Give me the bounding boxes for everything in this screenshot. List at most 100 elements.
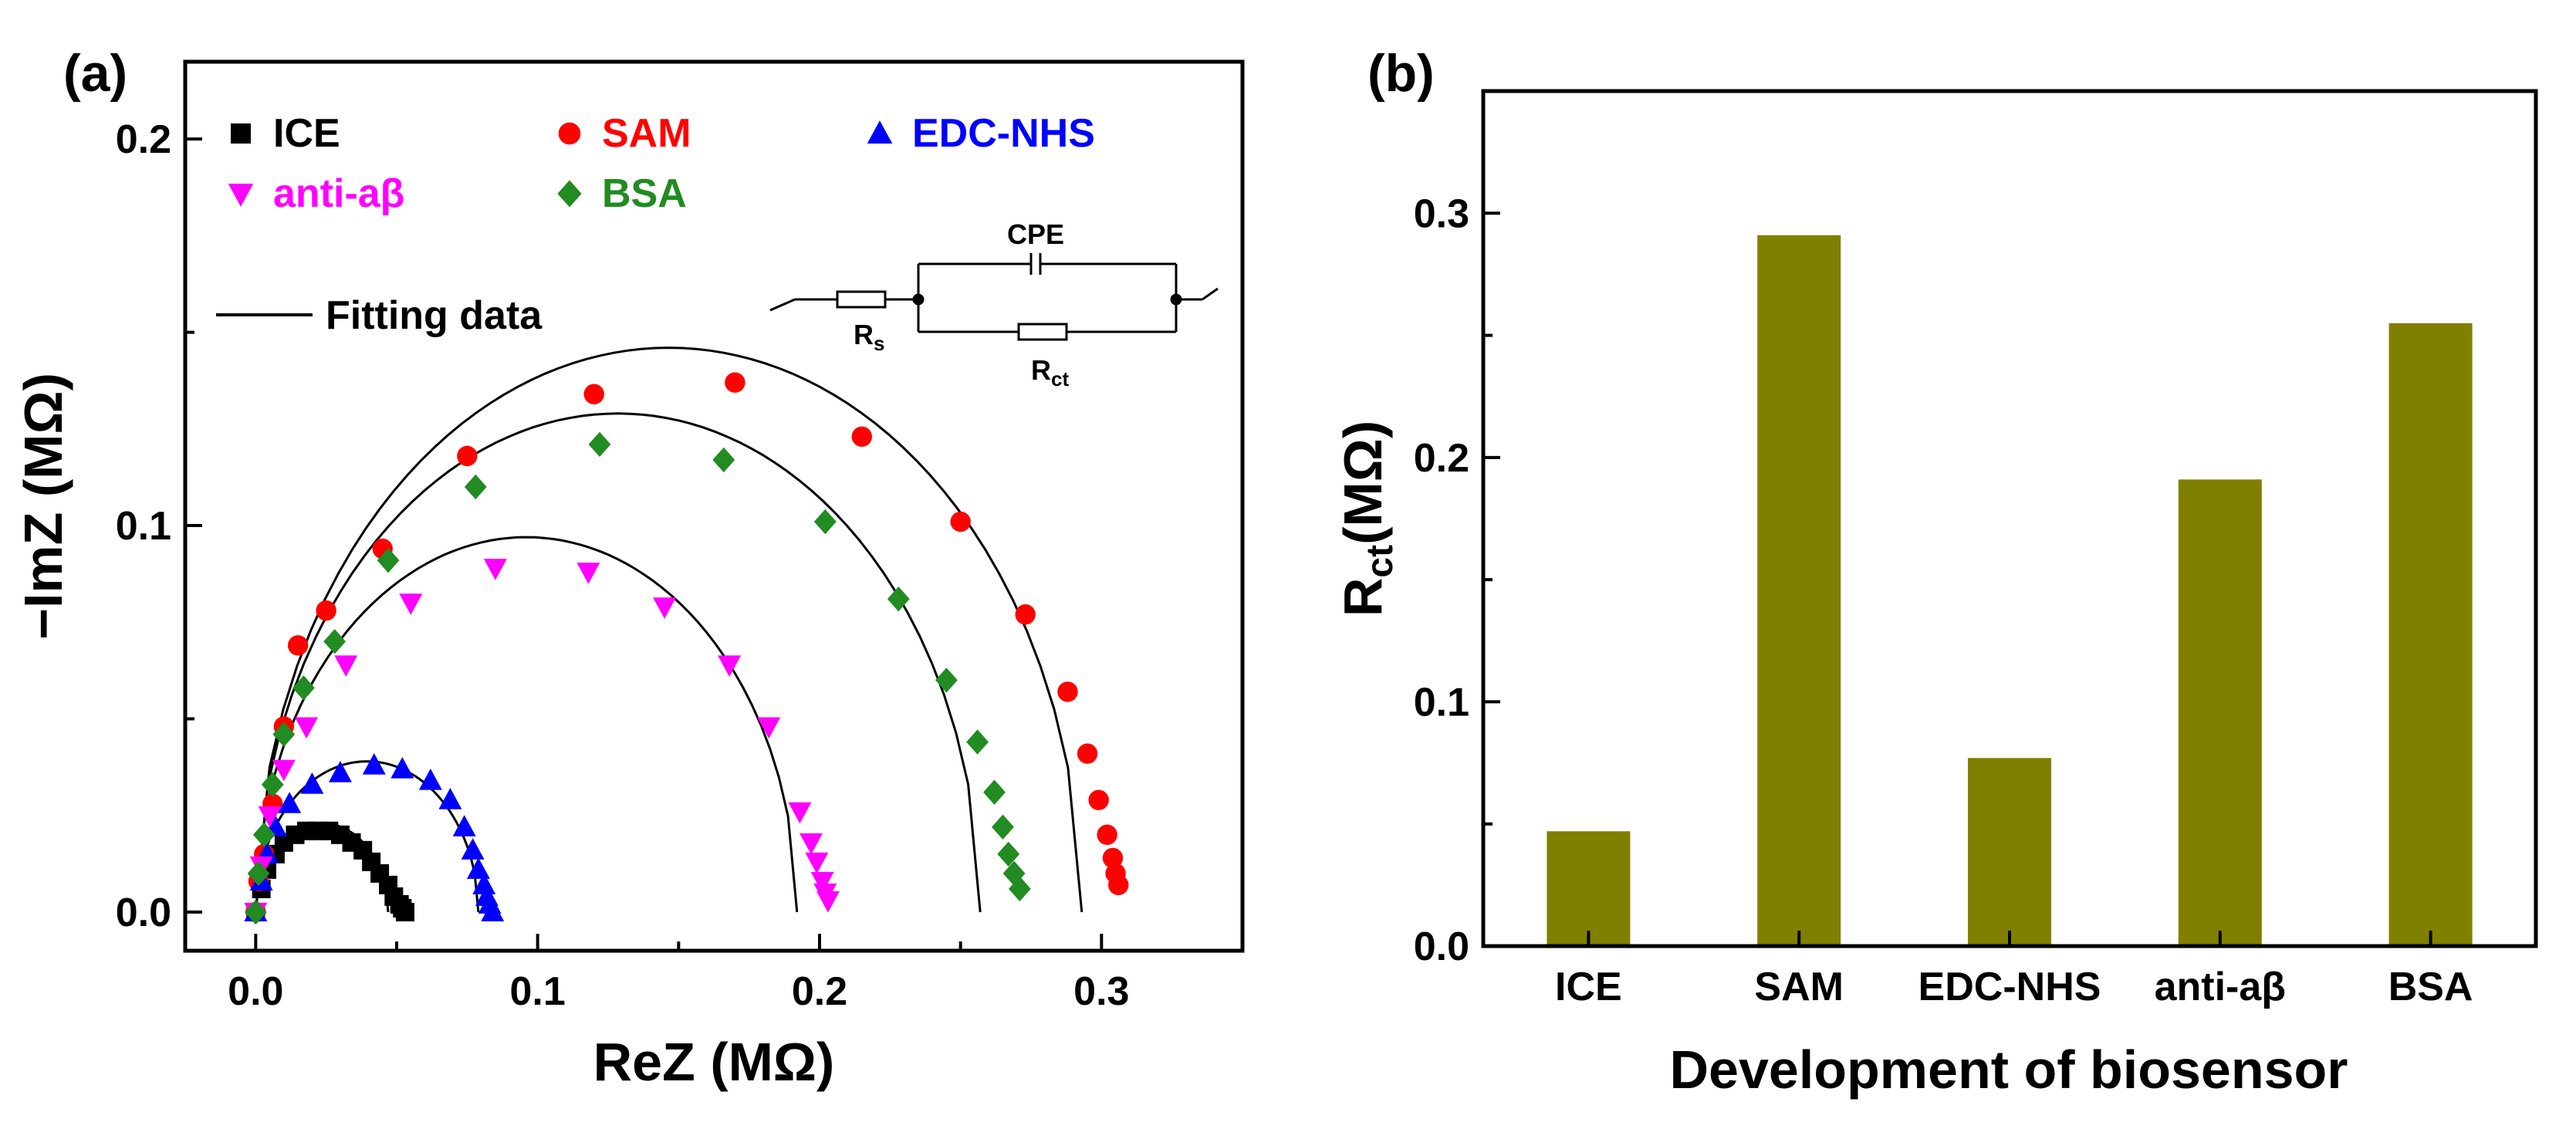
data-point-anti-a [805, 852, 829, 874]
data-point-anti-a [810, 871, 834, 894]
data-point-edc-nhs [452, 815, 476, 837]
bar-edc-nhs [1968, 758, 2051, 946]
bar-sam [1757, 235, 1841, 947]
data-point-bsa [935, 668, 958, 693]
x-tick-label: 0.3 [1073, 969, 1129, 1014]
data-point-sam [1097, 824, 1117, 845]
data-point-bsa [323, 629, 347, 654]
data-point-bsa [272, 722, 296, 747]
data-point-bsa [292, 675, 315, 701]
data-point-anti-a [272, 759, 296, 782]
legend-fit-label: Fitting data [326, 293, 543, 338]
data-point-sam [1102, 847, 1124, 868]
panel-a-label: (a) [63, 44, 127, 103]
bar-ice [1547, 831, 1631, 946]
circuit-lead-left [769, 298, 796, 312]
cpe-label: CPE [1007, 218, 1064, 250]
data-point-sam [583, 384, 604, 404]
panel-b-label: (b) [1367, 44, 1435, 103]
bar-anti-a [2178, 479, 2262, 946]
category-label-bsa: BSA [2388, 965, 2473, 1009]
x-tick-label: 0.2 [792, 969, 847, 1014]
series-bsa [244, 431, 1031, 925]
bar-bsa [2388, 323, 2473, 946]
y-tick-label: 0.1 [116, 504, 171, 549]
legend-label-bsa: BSA [602, 171, 687, 216]
data-point-sam [1077, 743, 1098, 764]
rs-label: Rs [854, 319, 884, 355]
legend-marker-anti-a [228, 184, 254, 207]
nyquist-x-axis-label: ReZ (MΩ) [593, 1032, 835, 1092]
fit-curve-anti-a-fit [254, 536, 799, 913]
category-label-ice: ICE [1555, 965, 1622, 1009]
data-point-bsa [992, 814, 1014, 840]
data-point-bsa [887, 586, 910, 612]
y-tick-label: 0.3 [1414, 191, 1469, 236]
x-tick-label: 0.1 [510, 969, 566, 1014]
data-point-sam [1088, 789, 1109, 810]
circuit-lead-right [1202, 287, 1219, 301]
data-point-bsa [813, 509, 837, 535]
legend-label-anti-a: anti-aβ [273, 171, 404, 216]
data-point-sam [287, 635, 309, 656]
data-point-edc-nhs [300, 772, 324, 794]
bar-x-axis-label: Development of biosensor [1669, 1039, 2348, 1100]
nyquist-plot: 0.0 0.1 0.2 0.3 0.0 0.1 0.2 [116, 59, 1245, 1014]
data-point-anti-a [788, 802, 812, 824]
data-point-sam [725, 372, 745, 393]
rct-bar-chart: ICE SAM EDC-NHS anti-aβ BSA 0.0 0.1 0.2 0.3 [1414, 89, 2538, 1009]
data-point-edc-nhs [481, 900, 505, 921]
data-point-anti-a [483, 559, 507, 580]
data-point-bsa [247, 860, 270, 887]
data-point-edc-nhs [278, 792, 302, 813]
data-point-edc-nhs [472, 873, 496, 894]
legend-label-sam: SAM [602, 111, 691, 156]
data-point-anti-a [576, 563, 600, 584]
data-point-sam [1057, 681, 1078, 702]
data-point-anti-a [399, 593, 423, 615]
data-point-sam [1108, 874, 1129, 896]
data-point-edc-nhs [390, 756, 414, 779]
legend-marker-edc-nhs [867, 120, 893, 144]
category-label-sam: SAM [1754, 965, 1844, 1009]
data-point-anti-a [816, 891, 840, 913]
nyquist-plot-frame [183, 59, 1245, 953]
nyquist-legend: ICE SAM EDC-NHS anti-aβ BSA Fitting data [216, 111, 1095, 338]
y-tick-label: 0.2 [1414, 436, 1469, 481]
fit-curve-bsa-fit [254, 412, 982, 913]
legend-label-edc-nhs: EDC-NHS [912, 111, 1095, 156]
y-tick-label: 0.0 [116, 891, 171, 935]
data-point-anti-a [653, 597, 677, 619]
y-tick-label: 0.0 [1414, 924, 1469, 969]
data-point-anti-a [334, 655, 358, 677]
rct-resistor-icon [1017, 323, 1068, 341]
data-point-bsa [1008, 876, 1031, 902]
data-point-bsa [997, 841, 1020, 867]
data-point-anti-a [718, 655, 742, 677]
legend-marker-bsa [557, 180, 582, 208]
data-point-bsa [252, 822, 276, 847]
data-point-edc-nhs [418, 769, 442, 790]
data-point-edc-nhs [461, 838, 485, 860]
data-point-anti-a [258, 806, 282, 828]
data-point-bsa [1002, 860, 1026, 887]
legend-label-ice: ICE [273, 111, 340, 156]
data-point-bsa [377, 547, 400, 573]
data-point-edc-nhs [466, 857, 490, 879]
data-point-bsa [983, 779, 1006, 805]
data-point-sam [1015, 604, 1036, 625]
series-sam [245, 372, 1129, 923]
data-point-bsa [712, 447, 735, 473]
category-label-anti-a: anti-aβ [2155, 965, 2286, 1009]
nyquist-y-axis-label: −ImZ (MΩ) [13, 373, 73, 640]
data-point-sam [457, 445, 478, 467]
data-point-sam [851, 426, 873, 448]
data-point-edc-nhs [362, 752, 386, 775]
x-tick-label: 0.0 [228, 969, 283, 1014]
data-point-bsa [588, 431, 611, 458]
y-tick-label: 0.1 [1414, 680, 1469, 725]
data-point-bsa [244, 899, 267, 925]
fit-curve-sam-fit [254, 346, 1083, 913]
data-point-ice [395, 902, 414, 921]
